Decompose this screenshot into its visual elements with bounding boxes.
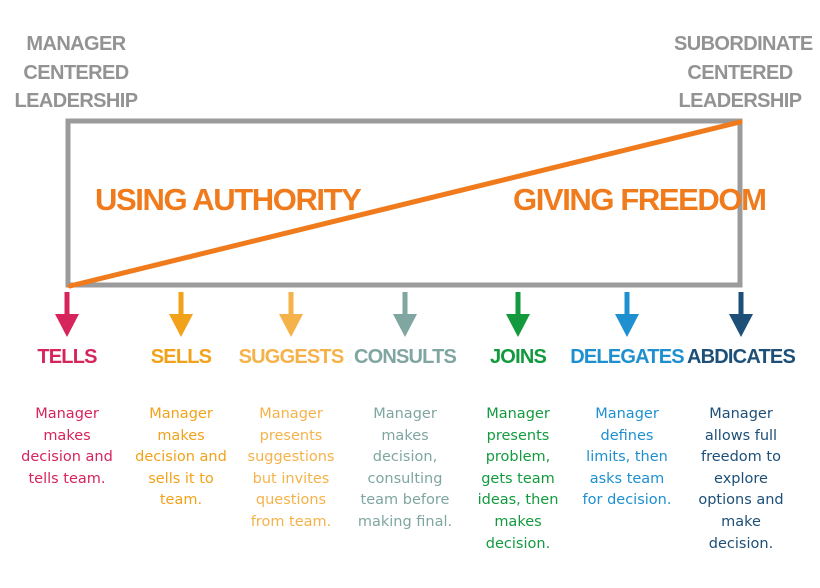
style-title: TELLS: [37, 346, 97, 368]
description-line: decision.: [708, 535, 774, 552]
description-line: options and: [698, 492, 784, 509]
corner-right-line: SUBORDINATE: [674, 33, 813, 55]
description-line: Manager: [595, 406, 659, 422]
style-title: SELLS: [150, 346, 212, 368]
description-line: presents: [259, 427, 323, 444]
description-line: make: [721, 513, 761, 530]
description-line: makes: [381, 427, 429, 444]
description-line: for decision.: [582, 492, 672, 509]
style-arrow-head: [506, 314, 530, 337]
description-line: defines: [600, 427, 654, 444]
description-line: sells it to: [148, 470, 214, 487]
description-line: but invites: [252, 470, 330, 487]
description-line: Manager: [259, 406, 323, 422]
style-arrow-head: [393, 314, 417, 337]
description-line: decision and: [21, 449, 113, 466]
giving-freedom-label: GIVING FREEDOM: [513, 182, 767, 217]
description-line: Manager: [709, 406, 773, 422]
description-line: Manager: [149, 406, 213, 422]
description-line: tells team.: [28, 470, 106, 487]
style-description: Manager makes decision, consulting team befo…: [345, 404, 465, 534]
description-line: gets team: [481, 470, 555, 487]
style-title: CONSULTS: [353, 346, 457, 368]
style-title: JOINS: [489, 346, 547, 368]
description-line: makes: [494, 513, 542, 530]
description-line: decision and: [135, 449, 227, 466]
style-description: Manager presents problem, gets team ideas, t…: [458, 404, 578, 555]
style-description: Manager makes decision and sells it to team.: [121, 404, 241, 512]
description-line: from team.: [250, 513, 332, 530]
style-title: DELEGATES: [570, 346, 684, 368]
style-description: Manager makes decision and tells team.: [7, 404, 127, 490]
description-line: making final.: [357, 513, 453, 530]
style-arrow-head: [169, 314, 193, 337]
style-description: Manager presents suggestions but invites que…: [231, 404, 351, 534]
description-line: explore: [714, 470, 768, 487]
description-line: Manager: [486, 406, 550, 422]
description-line: decision.: [485, 535, 551, 552]
description-line: allows full: [704, 427, 778, 444]
description-line: consulting: [367, 470, 443, 487]
style-arrow-head: [279, 314, 303, 337]
style-arrow-head: [729, 314, 753, 337]
description-line: ideas, then: [477, 492, 559, 509]
style-arrow-head: [615, 314, 639, 337]
description-line: Manager: [35, 406, 99, 422]
style-title: ABDICATES: [687, 346, 796, 368]
arrows-group: [55, 292, 753, 337]
corner-right-line: LEADERSHIP: [678, 90, 803, 112]
subordinate-centered-label: SUBORDINATE CENTERED LEADERSHIP: [674, 30, 813, 116]
description-line: limits, then: [586, 449, 668, 466]
description-line: team.: [159, 492, 203, 509]
style-description: Manager allows full freedom to explore optio…: [681, 404, 801, 555]
description-line: asks team: [589, 470, 665, 487]
using-authority-label: USING AUTHORITY: [95, 182, 362, 217]
description-line: makes: [43, 427, 91, 444]
description-line: suggestions: [247, 449, 335, 466]
description-line: freedom to: [701, 449, 781, 466]
corner-left-line: CENTERED: [23, 61, 129, 84]
style-arrow-head: [55, 314, 79, 337]
manager-centered-label: MANAGER CENTERED LEADERSHIP: [12, 30, 140, 116]
style-title: SUGGESTS: [238, 346, 345, 368]
description-line: questions: [255, 492, 327, 509]
description-line: team before: [360, 492, 450, 509]
description-line: makes: [157, 427, 205, 444]
corner-left-line: MANAGER: [26, 33, 126, 55]
continuum-frame: [65, 118, 743, 288]
authority-freedom-diagonal: [67, 119, 743, 289]
corner-right-line: CENTERED: [687, 61, 793, 84]
corner-left-line: LEADERSHIP: [14, 90, 139, 112]
description-line: problem,: [485, 449, 551, 466]
description-line: Manager: [373, 406, 437, 422]
description-line: presents: [486, 427, 550, 444]
style-description: Manager defines limits, then asks team for d…: [567, 404, 687, 512]
description-line: decision,: [372, 449, 438, 466]
